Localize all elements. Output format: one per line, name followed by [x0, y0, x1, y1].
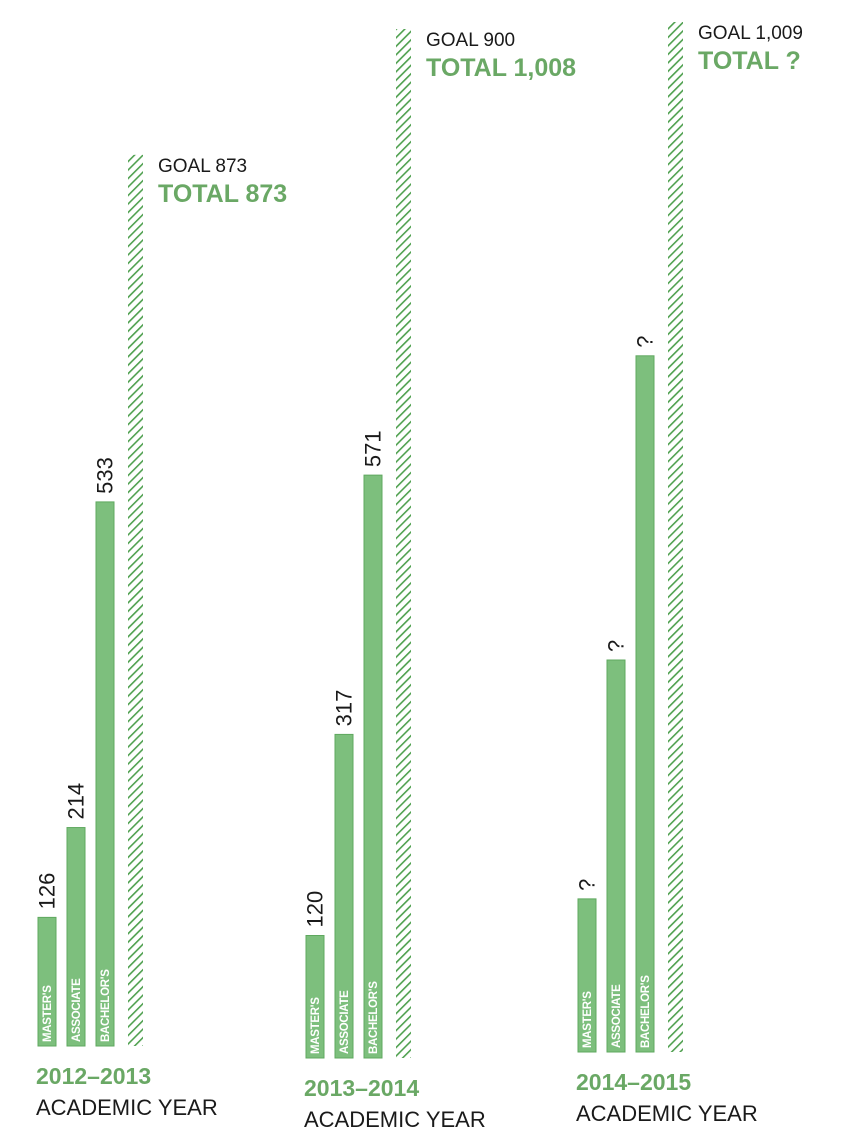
bar-value-label: 571	[361, 430, 386, 467]
bar-category-label: BACHELOR'S	[368, 981, 380, 1054]
bar-value-label: 126	[35, 873, 60, 910]
bar	[95, 501, 115, 1047]
bar	[606, 659, 626, 1053]
bar	[334, 733, 354, 1059]
bar-category-label: BACHELOR'S	[100, 969, 112, 1042]
goal-column	[668, 22, 683, 1052]
goal-column	[128, 154, 143, 1047]
bar	[363, 474, 383, 1059]
bar-category-label: BACHELOR'S	[640, 975, 652, 1048]
bar-value-label: ?	[575, 879, 600, 891]
bar	[635, 355, 655, 1053]
academic-year-label: ACADEMIC YEAR	[304, 1107, 486, 1131]
bar-category-label: MASTER'S	[42, 985, 54, 1042]
bar-category-label: MASTER'S	[310, 997, 322, 1054]
bar	[66, 827, 86, 1047]
bar-category-label: ASSOCIATE	[611, 984, 623, 1048]
academic-year-label: ACADEMIC YEAR	[36, 1095, 218, 1120]
bar	[37, 916, 57, 1047]
year-group: MASTER'S 126 ASSOCIATE 214 BACHELOR'S 533 GOAL…	[35, 154, 287, 1120]
bar-value-label: 533	[93, 457, 118, 494]
academic-year-label: ACADEMIC YEAR	[576, 1101, 758, 1126]
bar-value-label: 317	[332, 690, 357, 727]
bar-value-label: ?	[633, 336, 658, 348]
goal-label: GOAL 1,009	[698, 23, 803, 44]
goal-column	[396, 29, 411, 1059]
total-label: TOTAL ?	[698, 47, 801, 75]
total-label: TOTAL 873	[158, 180, 287, 208]
bar-category-label: MASTER'S	[582, 991, 594, 1048]
year-label: 2013–2014	[304, 1075, 419, 1101]
goal-label: GOAL 900	[426, 30, 515, 51]
year-group: MASTER'S 120 ASSOCIATE 317 BACHELOR'S 571 GOAL…	[303, 29, 576, 1131]
bar	[577, 898, 597, 1053]
bar-value-label: 120	[303, 891, 328, 928]
bar-category-label: ASSOCIATE	[339, 990, 351, 1054]
bar-value-label: ?	[604, 640, 629, 652]
year-group: MASTER'S? ASSOCIATE? BACHELOR'S? GOAL 1,009…	[575, 22, 803, 1126]
total-label: TOTAL 1,008	[426, 54, 576, 82]
goal-label: GOAL 873	[158, 156, 247, 177]
year-label: 2012–2013	[36, 1063, 151, 1089]
bar	[305, 935, 325, 1059]
bar-value-label: 214	[64, 783, 89, 820]
year-label: 2014–2015	[576, 1069, 691, 1095]
bar-category-label: ASSOCIATE	[71, 978, 83, 1042]
